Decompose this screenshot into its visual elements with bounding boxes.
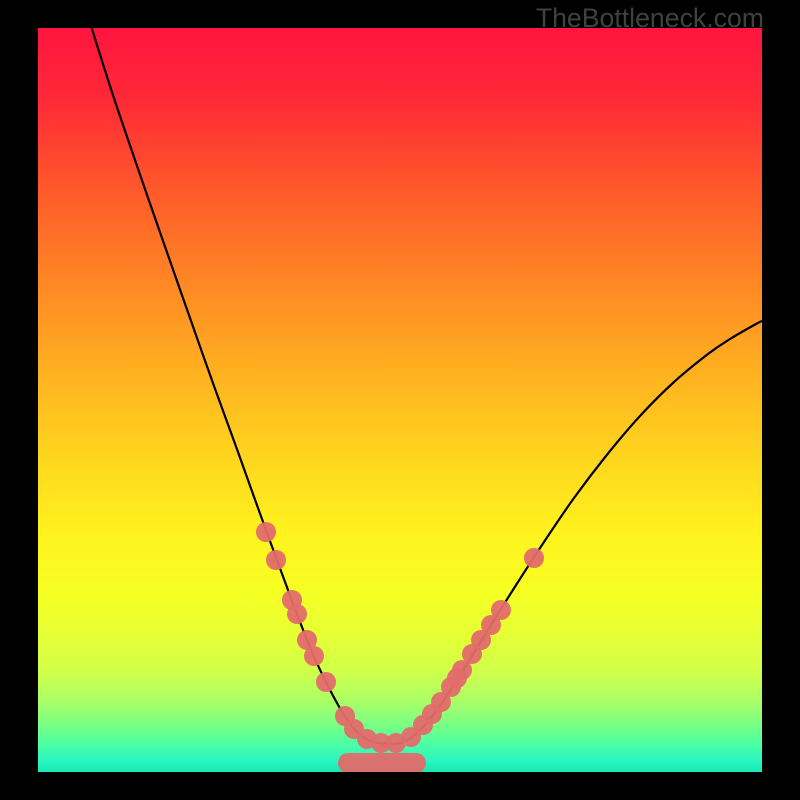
- bottleneck-curve-left: [83, 28, 390, 744]
- curve-marker-dot: [256, 522, 276, 542]
- curve-marker-dot: [304, 646, 324, 666]
- watermark-text: TheBottleneck.com: [536, 3, 764, 34]
- chart-root: TheBottleneck.com: [0, 0, 800, 800]
- curve-marker-dot: [316, 672, 336, 692]
- plot-area: [38, 28, 762, 772]
- curve-marker-dot: [266, 550, 286, 570]
- curve-marker-dot: [491, 600, 511, 620]
- curve-layer: [38, 28, 762, 772]
- curve-marker-dot: [287, 604, 307, 624]
- curve-marker-dot: [524, 548, 544, 568]
